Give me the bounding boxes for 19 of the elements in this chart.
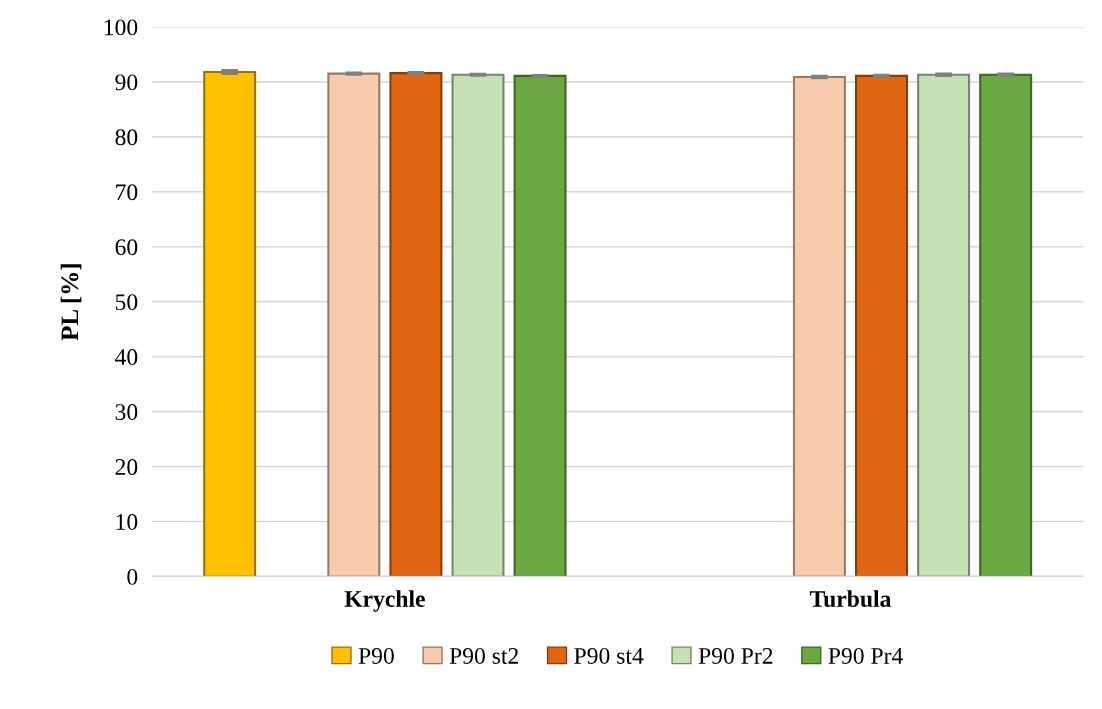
y-axis-title: PL [%] xyxy=(60,264,82,341)
y-tick-label: 20 xyxy=(115,459,138,475)
y-tick-label: 80 xyxy=(115,129,138,146)
y-tick-label: 100 xyxy=(104,19,138,36)
y-tick-label: 60 xyxy=(115,239,138,256)
legend-label: P90 xyxy=(358,647,394,664)
x-tick-label: Krychle xyxy=(344,590,425,612)
x-tick-label: Turbula xyxy=(809,590,892,607)
y-tick-label: 90 xyxy=(115,74,138,91)
y-tick-label: 40 xyxy=(115,349,138,366)
legend-label: P90 Pr4 xyxy=(828,647,903,664)
legend-label: P90 st2 xyxy=(449,647,518,664)
y-tick-label: 10 xyxy=(116,513,138,530)
legend-label: P90 st4 xyxy=(574,647,644,664)
y-tick-label: 0 xyxy=(127,568,138,585)
legend-label: P90 Pr2 xyxy=(698,647,773,664)
y-tick-label: 50 xyxy=(115,294,138,311)
y-tick-label: 30 xyxy=(115,404,138,420)
y-tick-label: 70 xyxy=(116,184,138,201)
